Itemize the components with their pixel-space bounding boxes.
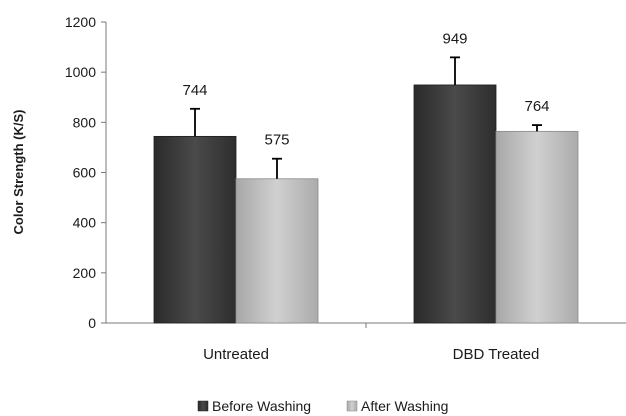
y-tick-label: 600 — [73, 165, 97, 181]
legend-swatch-after-washing — [346, 400, 358, 412]
category-label: DBD Treated — [453, 346, 540, 363]
bars — [153, 84, 579, 324]
data-label: 764 — [524, 98, 549, 115]
y-axis-title: Color Strength (K/S) — [11, 110, 26, 235]
category-label: Untreated — [203, 346, 269, 363]
error-bars — [190, 56, 542, 179]
bar-before-washing-untreated — [153, 135, 237, 324]
y-axis-ticks: 0 200 400 600 800 1000 1200 — [65, 14, 106, 331]
y-tick-label: 1200 — [65, 14, 96, 30]
legend-swatch-before-washing — [197, 400, 209, 412]
data-label: 575 — [264, 132, 289, 149]
data-label: 744 — [182, 82, 207, 99]
bar-after-washing-dbd-treated — [495, 130, 579, 324]
legend-label-after-washing: After Washing — [361, 398, 448, 414]
y-tick-label: 800 — [73, 114, 97, 130]
legend-label-before-washing: Before Washing — [212, 398, 311, 414]
legend: Before Washing After Washing — [197, 398, 448, 414]
y-tick-label: 1000 — [65, 64, 96, 80]
y-tick-label: 200 — [73, 265, 97, 281]
data-label: 949 — [442, 30, 467, 47]
bar-before-washing-dbd-treated — [413, 84, 497, 324]
y-tick-label: 0 — [88, 315, 96, 331]
bar-after-washing-untreated — [235, 178, 319, 324]
data-labels: 744 575 949 764 — [182, 30, 549, 148]
y-tick-label: 400 — [73, 215, 97, 231]
category-labels: Untreated DBD Treated — [203, 346, 539, 363]
